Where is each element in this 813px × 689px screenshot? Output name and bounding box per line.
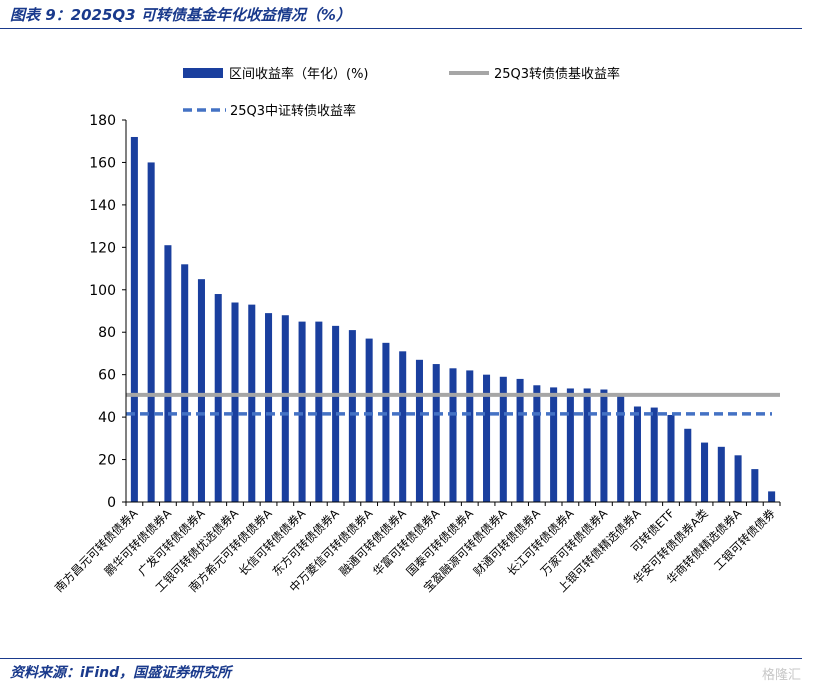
bar bbox=[701, 442, 709, 502]
source-note: 资料来源：iFind，国盛证券研究所 bbox=[10, 665, 232, 681]
chart-title: 图表 9：2025Q3 可转债基金年化收益情况（%） bbox=[10, 6, 351, 24]
bar bbox=[181, 264, 189, 502]
category-label: 工银可转债债券 bbox=[711, 506, 778, 573]
bar bbox=[147, 162, 155, 502]
y-tick-label: 140 bbox=[89, 198, 116, 214]
bar bbox=[617, 395, 625, 502]
bar bbox=[751, 469, 759, 502]
bar bbox=[432, 364, 440, 502]
watermark: 格隆汇 bbox=[761, 668, 801, 683]
bar bbox=[164, 245, 172, 502]
legend-label-avg-line: 25Q3转债债基收益率 bbox=[494, 66, 620, 82]
bar bbox=[449, 368, 457, 502]
bar bbox=[550, 387, 558, 502]
bar bbox=[365, 338, 373, 502]
y-tick-label: 160 bbox=[89, 155, 116, 171]
bottom-divider bbox=[0, 658, 802, 659]
y-tick-label: 20 bbox=[98, 453, 116, 469]
bar bbox=[197, 279, 205, 502]
bar bbox=[231, 302, 239, 502]
bar bbox=[214, 294, 222, 502]
bar bbox=[734, 455, 742, 502]
bar bbox=[466, 370, 474, 502]
bar bbox=[483, 374, 491, 502]
legend-label-bar: 区间收益率（年化）(%) bbox=[229, 66, 369, 82]
bar bbox=[768, 491, 776, 502]
y-tick-label: 40 bbox=[98, 410, 116, 426]
bar bbox=[382, 342, 390, 502]
bar bbox=[684, 428, 692, 502]
y-tick-label: 0 bbox=[107, 495, 116, 511]
bar bbox=[348, 330, 356, 502]
bar bbox=[633, 406, 641, 502]
bar bbox=[281, 315, 289, 502]
bar bbox=[265, 313, 273, 502]
y-tick-label: 120 bbox=[89, 240, 116, 256]
bar bbox=[130, 136, 138, 503]
y-tick-label: 100 bbox=[89, 283, 116, 299]
legend-label-index-line: 25Q3中证转债收益率 bbox=[230, 103, 356, 119]
bar bbox=[415, 359, 423, 502]
legend-swatch-bar bbox=[183, 68, 223, 78]
bar bbox=[248, 304, 256, 502]
bar bbox=[533, 385, 541, 502]
bar bbox=[600, 389, 608, 502]
bar bbox=[499, 376, 507, 502]
y-tick-label: 80 bbox=[98, 325, 116, 341]
bar bbox=[399, 351, 407, 502]
bar bbox=[298, 321, 306, 502]
bar bbox=[650, 407, 658, 502]
bar bbox=[583, 388, 591, 502]
bar bbox=[667, 414, 675, 502]
bar bbox=[516, 378, 524, 502]
y-tick-label: 180 bbox=[89, 113, 116, 129]
y-tick-label: 60 bbox=[98, 368, 116, 384]
bar bbox=[717, 446, 725, 502]
bar bbox=[566, 388, 574, 502]
top-divider bbox=[0, 28, 802, 29]
bar bbox=[332, 325, 340, 502]
bar bbox=[315, 321, 323, 502]
